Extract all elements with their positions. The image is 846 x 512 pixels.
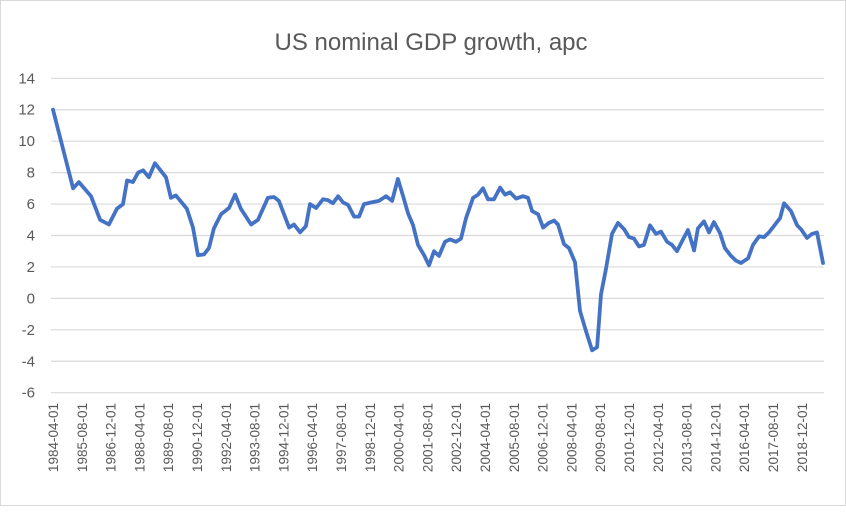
- y-axis-labels: 14 12 10 8 6 4 2 0 -2 -4 -6: [18, 70, 35, 401]
- x-tick-label: 1997-08-01: [334, 403, 349, 472]
- x-tick-label: 2008-04-01: [564, 403, 579, 472]
- x-tick-label: 2013-08-01: [680, 403, 695, 472]
- x-tick-label: 2001-08-01: [420, 403, 435, 472]
- x-tick-label: 1994-12-01: [276, 403, 291, 472]
- x-tick-label: 1988-04-01: [132, 403, 147, 472]
- x-tick-label: 2000-04-01: [392, 403, 407, 472]
- x-tick-label: 1986-12-01: [104, 403, 119, 472]
- x-axis-labels: 1984-04-01 1985-08-01 1986-12-01 1988-04-01…: [46, 403, 810, 472]
- y-tick-label: 0: [27, 290, 35, 307]
- x-tick-label: 2010-12-01: [622, 403, 637, 472]
- x-tick-label: 2012-04-01: [651, 403, 666, 472]
- y-tick-label: 4: [27, 228, 35, 245]
- y-tick-label: 14: [18, 70, 35, 87]
- x-tick-label: 2018-12-01: [795, 403, 810, 472]
- x-tick-label: 2016-04-01: [737, 403, 752, 472]
- y-tick-label: -4: [22, 353, 35, 370]
- series-layer: [51, 107, 825, 353]
- x-tick-label: 2006-12-01: [536, 403, 551, 472]
- x-tick-label: 2009-08-01: [593, 403, 608, 472]
- y-tick-label: 10: [18, 133, 35, 150]
- y-tick-label: -6: [22, 385, 35, 402]
- chart-title: US nominal GDP growth, apc: [274, 29, 587, 56]
- x-tick-label: 1984-04-01: [46, 403, 61, 472]
- x-tick-label: 2014-12-01: [708, 403, 723, 472]
- x-tick-label: 1989-08-01: [161, 403, 176, 472]
- y-tick-label: 6: [27, 196, 35, 213]
- gridlines: [51, 77, 824, 394]
- series-line: [51, 107, 825, 353]
- x-tick-label: 1998-12-01: [363, 403, 378, 472]
- y-tick-label: 2: [27, 259, 35, 276]
- x-tick-label: 2002-12-01: [449, 403, 464, 472]
- x-tick-label: 1993-08-01: [248, 403, 263, 472]
- x-tick-label: 1990-12-01: [190, 403, 205, 472]
- y-tick-label: 8: [27, 165, 35, 182]
- x-tick-label: 2004-04-01: [478, 403, 493, 472]
- x-tick-label: 2017-08-01: [766, 403, 781, 472]
- x-tick-label: 1996-04-01: [305, 403, 320, 472]
- y-tick-label: -2: [22, 322, 35, 339]
- x-tick-label: 1985-08-01: [75, 403, 90, 472]
- x-tick-label: 1992-04-01: [219, 403, 234, 472]
- y-tick-label: 12: [18, 102, 35, 119]
- x-tick-label: 2005-08-01: [507, 403, 522, 472]
